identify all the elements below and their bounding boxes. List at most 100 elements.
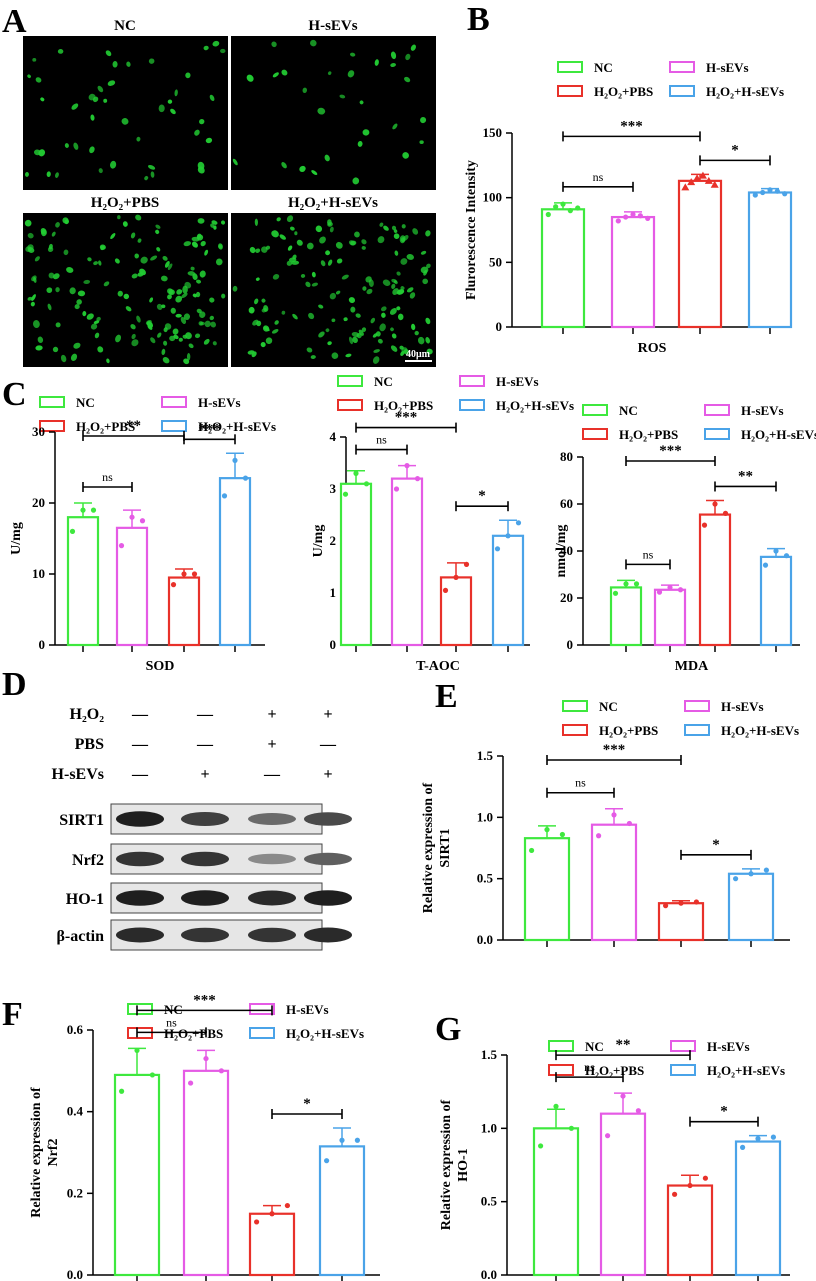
bar	[318, 1145, 366, 1277]
wb-band-label-2: HO-1	[66, 891, 104, 908]
bar	[747, 191, 793, 329]
cell	[286, 215, 294, 223]
cell	[204, 320, 211, 328]
y-tick-label: 60	[560, 496, 573, 511]
data-point	[324, 1158, 330, 1164]
panel-letter-f: F	[2, 996, 23, 1033]
data-point	[767, 187, 773, 193]
panel-letter-g: G	[435, 1011, 461, 1048]
wb-band	[116, 890, 164, 906]
cell	[182, 334, 188, 339]
cell	[351, 332, 360, 338]
panel-d-western-blot: H₂O₂ — — + + PBS — — + — H-sEVs — + — + SIRT1 Nrf2 HO-1 β-…	[52, 706, 352, 951]
cell	[412, 228, 419, 235]
data-point	[149, 1072, 155, 1078]
cell	[98, 260, 102, 266]
data-point	[553, 204, 559, 210]
cell	[27, 232, 34, 239]
legend-swatch	[127, 1003, 153, 1015]
legend-label: H₂O₂+H-sEVs	[198, 419, 276, 434]
cell	[150, 337, 156, 344]
wb-sign: —	[131, 766, 149, 783]
cell	[406, 287, 414, 293]
data-point	[656, 589, 663, 595]
cell	[361, 327, 367, 332]
cell	[30, 301, 35, 307]
legend-label: H₂O₂+PBS	[594, 84, 653, 99]
sig-label: *	[712, 837, 720, 853]
micrograph-label-3: H₂O₂+PBS	[91, 195, 159, 211]
bar	[599, 1112, 647, 1277]
legend-label: H₂O₂+PBS	[599, 723, 658, 738]
cell	[197, 218, 205, 224]
cell	[204, 249, 209, 256]
cell	[220, 220, 226, 225]
cell	[325, 250, 331, 256]
legend-swatch	[249, 1027, 275, 1039]
y-tick-label: 0.0	[481, 1267, 497, 1281]
bar	[677, 179, 723, 329]
cell	[279, 234, 286, 240]
cell	[287, 245, 293, 251]
cell	[249, 246, 256, 254]
wb-sign: +	[200, 766, 209, 783]
cell	[305, 281, 311, 288]
panel-letter-a: A	[2, 3, 27, 40]
cell	[174, 89, 178, 97]
cell	[320, 260, 326, 267]
data-point	[284, 1202, 290, 1209]
data-point	[663, 903, 669, 909]
cell	[425, 337, 431, 344]
data-point	[770, 1134, 777, 1140]
cell	[210, 321, 216, 328]
sig-label: *	[720, 1104, 728, 1120]
data-point	[693, 899, 700, 905]
y-tick-label: 0	[39, 637, 46, 652]
cell	[339, 94, 346, 99]
cell	[187, 271, 196, 276]
cell	[232, 285, 238, 292]
legend-label: NC	[599, 699, 618, 714]
legend-swatch	[557, 61, 583, 73]
legend-f: NC H-sEVs H₂O₂+PBS H₂O₂+H-sEVs	[127, 1002, 364, 1041]
y-tick-label: 3	[330, 481, 337, 496]
data-point	[545, 211, 551, 218]
wb-sign: +	[267, 706, 276, 723]
cell	[180, 316, 187, 325]
data-point	[170, 582, 177, 588]
cell	[121, 118, 129, 125]
data-point	[544, 827, 550, 833]
data-point	[90, 507, 97, 513]
cell	[397, 290, 403, 295]
cell	[194, 129, 200, 136]
cell	[90, 114, 95, 121]
data-point	[559, 831, 566, 838]
data-point	[404, 463, 410, 469]
y-tick-label: 1.0	[477, 809, 493, 824]
legend-swatch	[704, 404, 730, 416]
legend-label: H-sEVs	[496, 374, 539, 389]
cell	[172, 328, 179, 335]
data-point	[242, 475, 249, 481]
cell	[24, 171, 29, 177]
legend-e: NC H-sEVs H₂O₂+PBS H₂O₂+H-sEVs	[562, 699, 799, 738]
data-point	[505, 533, 511, 539]
y-tick-label: 2	[330, 533, 337, 548]
sig-label: ns	[575, 776, 586, 790]
data-point	[626, 820, 633, 827]
cell	[131, 273, 138, 279]
cell	[136, 315, 141, 323]
chart-c3: NC H-sEVs H₂O₂+PBS H₂O₂+H-sEVs 0 20 40 60 80 nmol…	[554, 403, 816, 674]
cell	[173, 334, 179, 340]
cell	[377, 338, 383, 344]
cell	[27, 74, 31, 79]
cell	[331, 352, 339, 359]
cell	[410, 44, 416, 51]
wb-band	[181, 851, 229, 867]
cell	[260, 342, 266, 348]
cell	[327, 341, 332, 346]
wb-band-label-1: Nrf2	[72, 852, 104, 869]
data-point	[630, 211, 636, 218]
cell	[40, 97, 45, 102]
cell	[199, 270, 206, 278]
